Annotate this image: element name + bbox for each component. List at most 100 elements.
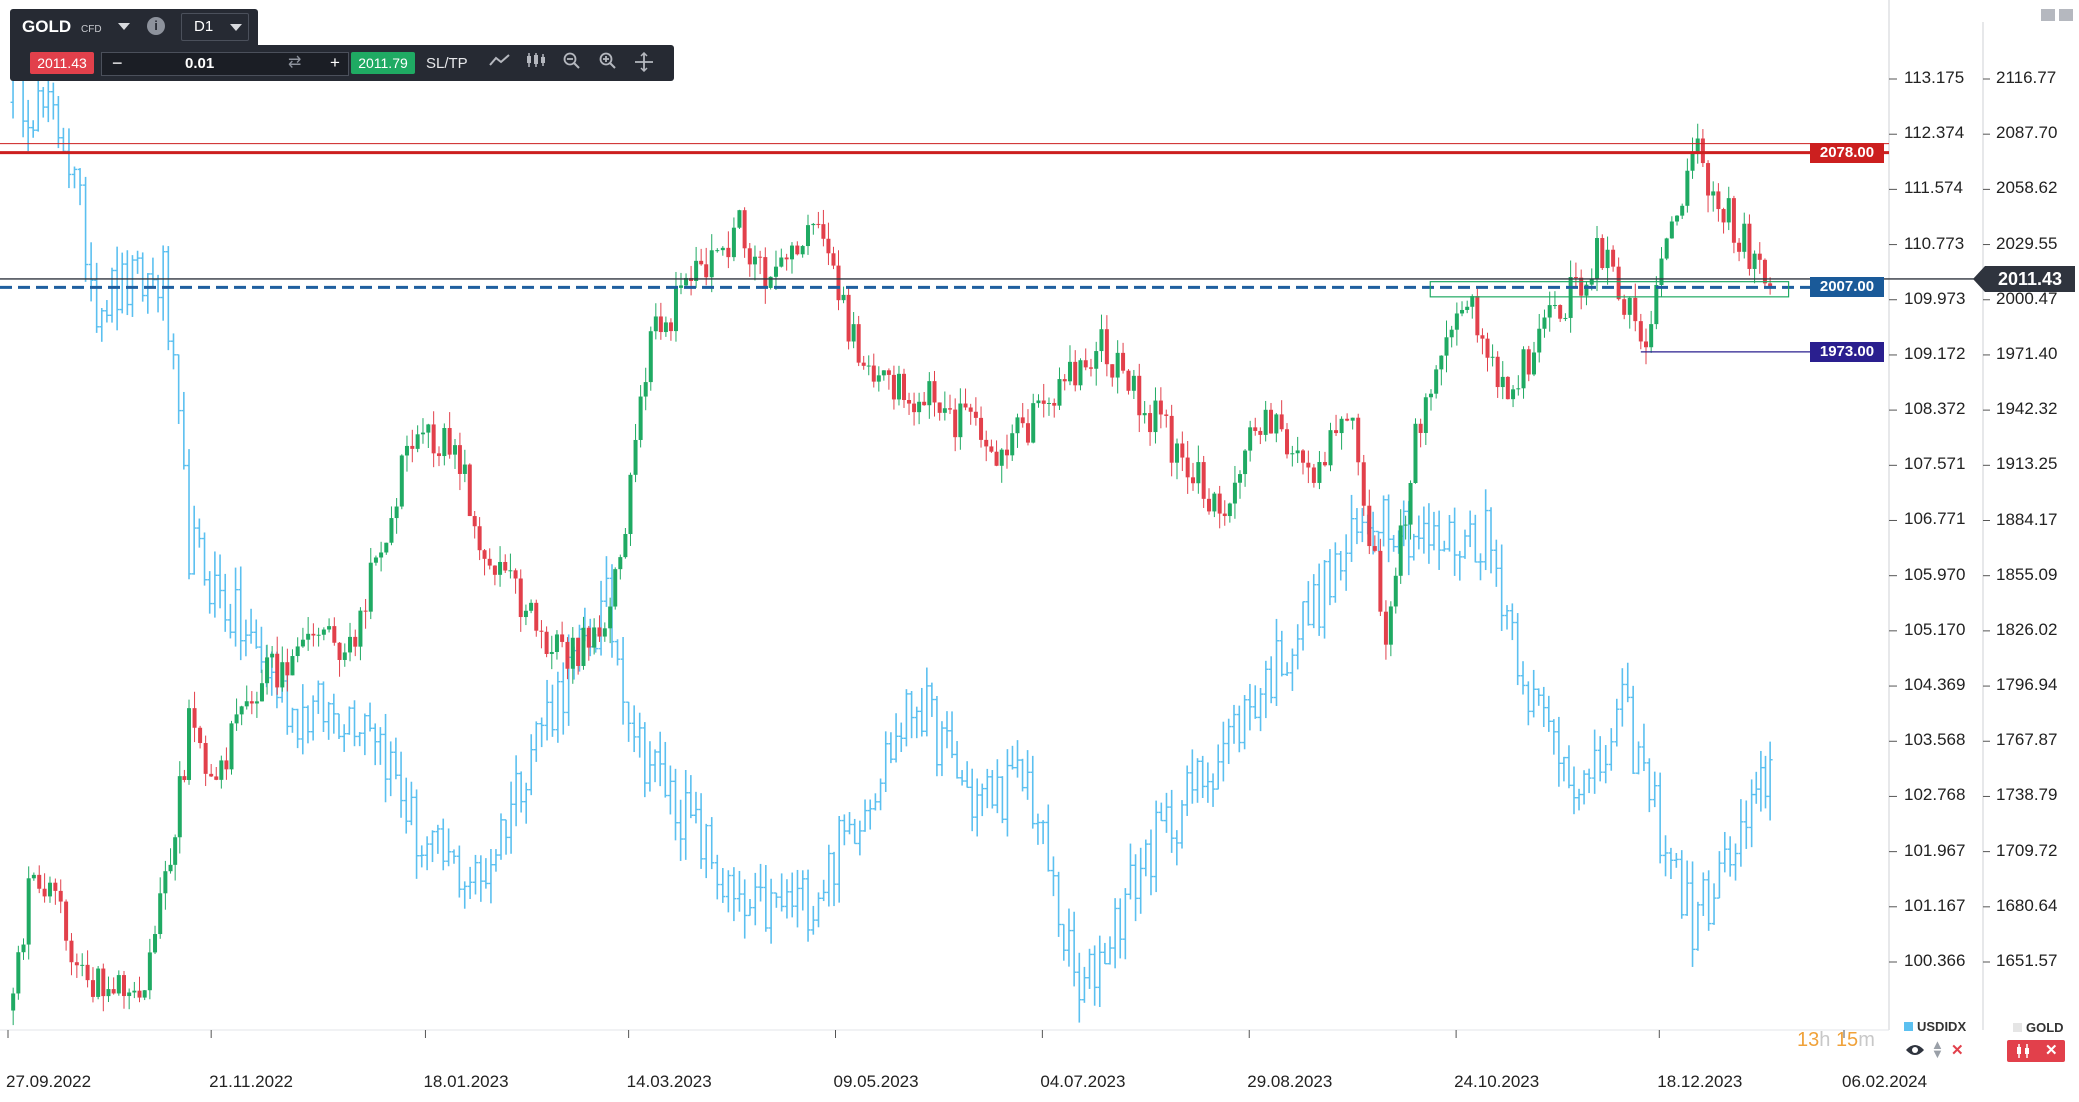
usdidx-tick-label: 101.967 <box>1904 840 1966 860</box>
gold-candle <box>1649 324 1654 348</box>
zoom-out-icon[interactable] <box>559 52 585 74</box>
gold-candle <box>503 561 508 571</box>
timeframe-select[interactable]: D1 <box>181 13 249 41</box>
gold-candle <box>1367 505 1372 547</box>
gold-candle <box>866 365 871 367</box>
gold-candle <box>311 633 316 636</box>
swap-icon[interactable]: ⇄ <box>288 54 302 71</box>
legend-usdidx-label: USDIDX <box>1917 1019 1967 1034</box>
gold-candle <box>379 552 384 558</box>
legend-gold[interactable]: GOLD <box>2013 1020 2064 1035</box>
gold-candle <box>1563 317 1568 319</box>
countdown-m: m <box>1858 1029 1875 1051</box>
gold-candle <box>1659 258 1664 286</box>
gold-candle <box>789 245 794 260</box>
gold-candle <box>462 464 467 474</box>
gold-candle <box>942 408 947 413</box>
gold-candle <box>1094 351 1099 369</box>
gold-candle <box>389 518 394 543</box>
symbol-name[interactable]: GOLD <box>22 17 72 36</box>
gold-candle <box>1398 525 1403 576</box>
gold-candle <box>26 878 31 945</box>
x-tick-label: 18.01.2023 <box>423 1072 509 1091</box>
gold-candle <box>1521 349 1526 389</box>
gold-candle <box>1164 414 1169 416</box>
countdown-h: h <box>1819 1029 1831 1051</box>
usdidx-tick-label: 113.175 <box>1904 68 1965 87</box>
gold-series-controls[interactable]: ✕ <box>2007 1040 2065 1062</box>
decrease-quantity-button[interactable]: − <box>112 53 123 73</box>
gold-candle <box>431 424 436 454</box>
usdidx-tick-label: 105.170 <box>1904 619 1966 639</box>
gold-candle <box>768 276 773 288</box>
gold-candle <box>1680 205 1685 216</box>
gold-candle <box>58 890 63 902</box>
eye-icon[interactable] <box>1905 1043 1925 1061</box>
gold-candle <box>1768 283 1773 288</box>
legend-gold-label: GOLD <box>2026 1020 2064 1035</box>
gold-candle <box>1726 198 1731 223</box>
gold-candle <box>1290 453 1295 455</box>
close-icon[interactable]: ✕ <box>2045 1042 2058 1059</box>
quantity-input[interactable]: 0.01 <box>185 55 215 72</box>
gold-candle <box>1339 418 1344 434</box>
gold-candle <box>1428 393 1433 398</box>
gold-candle <box>1126 370 1131 391</box>
gold-candle <box>586 627 591 648</box>
gold-tick-label: 1913.25 <box>1996 454 2058 474</box>
gold-candle <box>457 445 462 474</box>
gold-candle <box>1579 277 1584 296</box>
line-chart-icon[interactable] <box>487 52 513 74</box>
gold-candle <box>1174 443 1179 463</box>
gold-candle <box>472 516 477 527</box>
gold-candle <box>214 776 219 780</box>
quantity-stepper[interactable]: − 0.01 ⇄ + <box>101 52 349 76</box>
gold-candle <box>1654 285 1659 325</box>
candles-icon[interactable] <box>2015 1044 2033 1058</box>
gold-candle <box>1573 277 1578 279</box>
gold-candle <box>137 990 142 998</box>
gold-candle <box>1537 328 1542 353</box>
gold-candle <box>1057 379 1062 406</box>
gold-candle <box>1595 238 1600 279</box>
gold-candle <box>353 636 358 647</box>
gold-tick-label: 1738.79 <box>1996 785 2058 805</box>
sell-button[interactable]: 2011.43 <box>30 52 94 74</box>
gold-candle <box>886 370 891 375</box>
candles-icon[interactable] <box>523 52 549 74</box>
gold-candle <box>316 634 321 636</box>
gold-candle <box>192 708 197 728</box>
zoom-in-icon[interactable] <box>595 52 621 74</box>
gold-candle <box>673 287 678 332</box>
gold-candle <box>523 610 528 618</box>
symbol-dropdown-icon[interactable] <box>118 23 130 30</box>
gold-candle <box>851 324 856 342</box>
buy-button[interactable]: 2011.79 <box>351 52 415 74</box>
maximize-window-button[interactable] <box>2059 9 2073 21</box>
gold-candle <box>1088 367 1093 369</box>
gold-candle <box>373 557 378 563</box>
crosshair-icon[interactable] <box>631 51 657 74</box>
info-icon[interactable]: i <box>147 17 165 35</box>
sl-tp-button[interactable]: SL/TP <box>426 55 468 72</box>
gold-candle <box>1356 417 1361 463</box>
countdown-hours: 13 <box>1797 1029 1820 1051</box>
gold-candle <box>679 285 684 288</box>
gold-candle <box>426 424 431 433</box>
minimize-window-button[interactable] <box>2041 9 2055 21</box>
toolbar-top-row: GOLD CFD i D1 <box>10 9 258 45</box>
gold-tick-label: 1651.57 <box>1996 951 2058 970</box>
gold-candle <box>244 701 249 707</box>
x-tick-label: 14.03.2023 <box>626 1072 712 1091</box>
legend-usdidx[interactable]: USDIDX <box>1904 1019 1966 1034</box>
gold-tick-label: 2058.62 <box>1996 178 2058 198</box>
close-icon[interactable]: ✕ <box>1951 1042 1964 1059</box>
gold-candle <box>1408 483 1413 525</box>
increase-quantity-button[interactable]: + <box>330 53 340 72</box>
sort-icon[interactable]: ▲ ▼ <box>1931 1037 1944 1061</box>
level-tag: 2007.00 <box>1810 277 1884 298</box>
gold-candle <box>1706 163 1711 196</box>
gold-candle <box>224 760 229 770</box>
gold-candle <box>549 651 554 654</box>
